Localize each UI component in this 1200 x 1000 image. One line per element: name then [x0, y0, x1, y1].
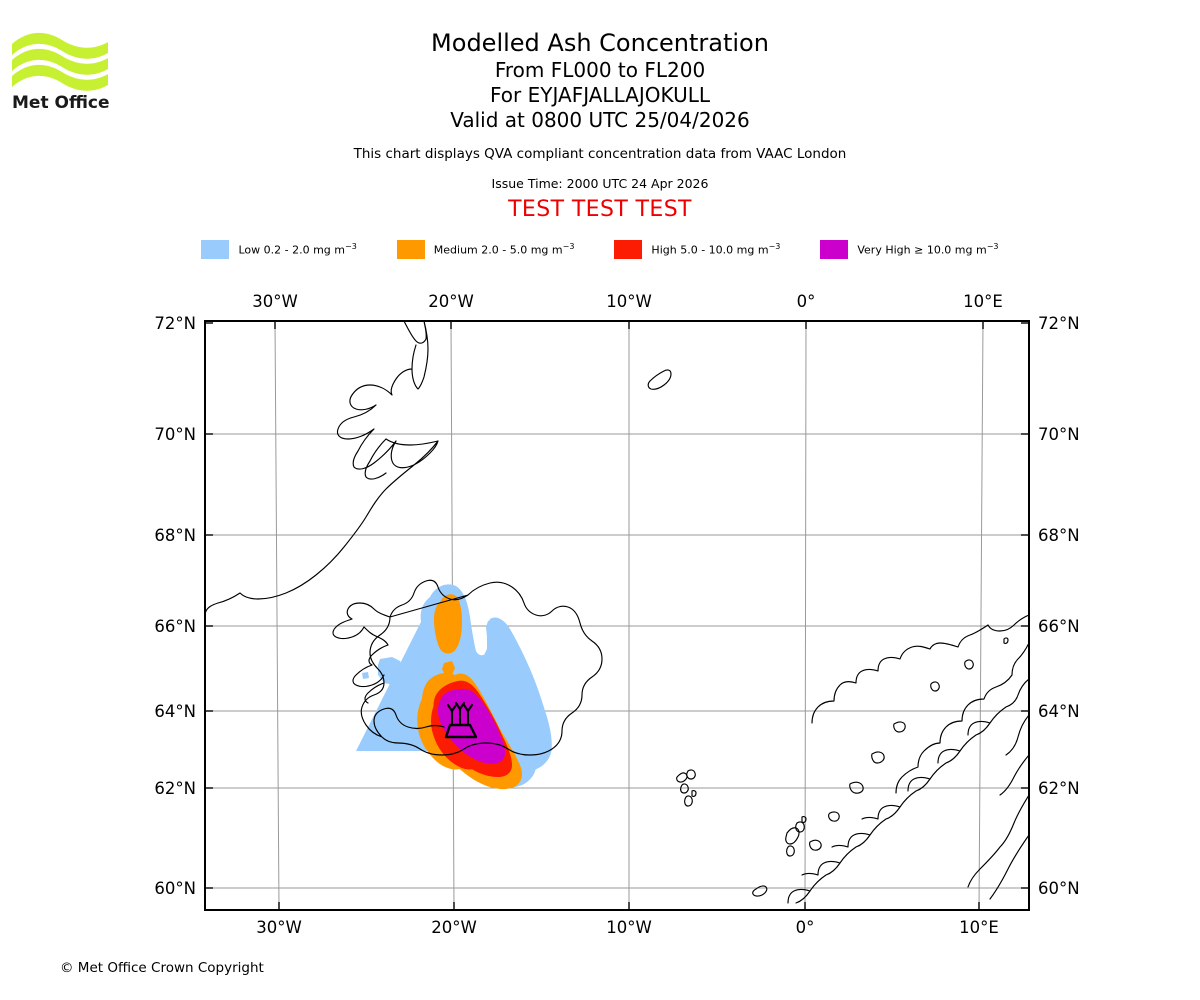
axis-tick-labels: 30°W 20°W 10°W 0° 10°E 30°W 20°W 10°W 0°…	[154, 292, 1079, 935]
ytick-left-2: 68°N	[154, 526, 196, 545]
xtick-top-3: 0°	[797, 292, 816, 311]
legend-swatch-very-high	[820, 240, 849, 259]
ytick-right-5: 62°N	[1038, 779, 1080, 798]
ytick-left-1: 70°N	[154, 425, 196, 444]
ytick-left-5: 62°N	[154, 779, 196, 798]
xtick-top-2: 10°W	[606, 292, 652, 311]
title-line-2: From FL000 to FL200	[494, 58, 706, 82]
title-line-3: For EYJAFJALLAJOKULL	[490, 83, 710, 107]
graticule-gridlines	[205, 321, 1029, 910]
ash-concentration-map: 30°W 20°W 10°W 0° 10°E 30°W 20°W 10°W 0°…	[154, 292, 1079, 935]
contour-medium-speck	[442, 661, 455, 675]
ytick-right-4: 64°N	[1038, 702, 1080, 721]
ytick-left-0: 72°N	[154, 314, 196, 333]
coastline-norway-islands	[809, 637, 1009, 851]
legend-swatch-high	[614, 240, 643, 259]
ytick-right-2: 68°N	[1038, 526, 1080, 545]
logo-waves	[12, 32, 108, 91]
contour-low-sw-patch	[378, 657, 404, 685]
volcano-marker-icon	[444, 701, 478, 739]
legend-item-high: High 5.0 - 10.0 mg m−3	[614, 240, 780, 259]
xtick-top-4: 10°E	[963, 292, 1003, 311]
ytick-right-6: 60°N	[1038, 879, 1080, 898]
coastline-iceland	[332, 579, 603, 756]
issue-time: Issue Time: 2000 UTC 24 Apr 2026	[491, 176, 709, 191]
coastline-greenland	[205, 321, 439, 617]
ytick-left-6: 60°N	[154, 879, 196, 898]
coastline-norway	[787, 614, 1029, 904]
legend-item-low: Low 0.2 - 2.0 mg m−3	[201, 240, 357, 259]
contour-medium-north	[434, 594, 462, 654]
plot-frame	[204, 320, 1030, 911]
coastlines	[205, 321, 1029, 904]
concentration-legend: Low 0.2 - 2.0 mg m−3 Medium 2.0 - 5.0 mg…	[0, 240, 1200, 259]
xtick-bottom-2: 10°W	[606, 918, 652, 935]
test-banner: TEST TEST TEST	[508, 197, 692, 222]
contour-low-speck-1	[362, 672, 369, 679]
legend-label-high: High 5.0 - 10.0 mg m−3	[651, 242, 781, 257]
xtick-top-1: 20°W	[428, 292, 474, 311]
legend-item-medium: Medium 2.0 - 5.0 mg m−3	[396, 240, 575, 259]
legend-label-very-high: Very High ≥ 10.0 mg m−3	[857, 242, 999, 257]
qva-note: This chart displays QVA compliant concen…	[353, 146, 847, 162]
legend-label-low: Low 0.2 - 2.0 mg m−3	[238, 242, 357, 257]
ytick-right-1: 70°N	[1038, 425, 1080, 444]
xtick-top-0: 30°W	[252, 292, 298, 311]
ytick-left-3: 66°N	[154, 617, 196, 636]
legend-item-very-high: Very High ≥ 10.0 mg m−3	[820, 240, 999, 259]
title-line-4: Valid at 0800 UTC 25/04/2026	[450, 108, 750, 132]
ytick-right-3: 66°N	[1038, 617, 1080, 636]
legend-swatch-medium	[396, 240, 425, 259]
ytick-left-4: 64°N	[154, 702, 196, 721]
ytick-right-0: 72°N	[1038, 314, 1080, 333]
chart-title-block: Modelled Ash Concentration From FL000 to…	[0, 28, 1200, 222]
xtick-bottom-3: 0°	[796, 918, 815, 935]
xtick-bottom-4: 10°E	[959, 918, 999, 935]
xtick-bottom-1: 20°W	[431, 918, 477, 935]
legend-label-medium: Medium 2.0 - 5.0 mg m−3	[433, 242, 575, 257]
legend-swatch-low	[201, 240, 230, 259]
plot-background	[205, 321, 1029, 910]
met-office-logo: Met Office	[12, 32, 110, 112]
copyright-footer: © Met Office Crown Copyright	[60, 960, 264, 976]
title-line-1: Modelled Ash Concentration	[431, 29, 769, 57]
coastline-shetland-islands	[752, 816, 807, 897]
coastline-faroe-islands	[676, 769, 697, 807]
logo-wordmark: Met Office	[12, 93, 110, 112]
axis-ticks	[205, 321, 1029, 910]
xtick-bottom-0: 30°W	[256, 918, 302, 935]
coastline-jan-mayen	[647, 369, 672, 390]
